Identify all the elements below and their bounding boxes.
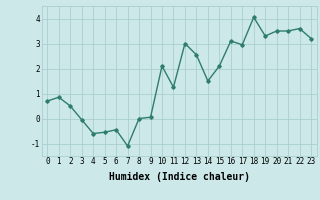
X-axis label: Humidex (Indice chaleur): Humidex (Indice chaleur): [109, 172, 250, 182]
